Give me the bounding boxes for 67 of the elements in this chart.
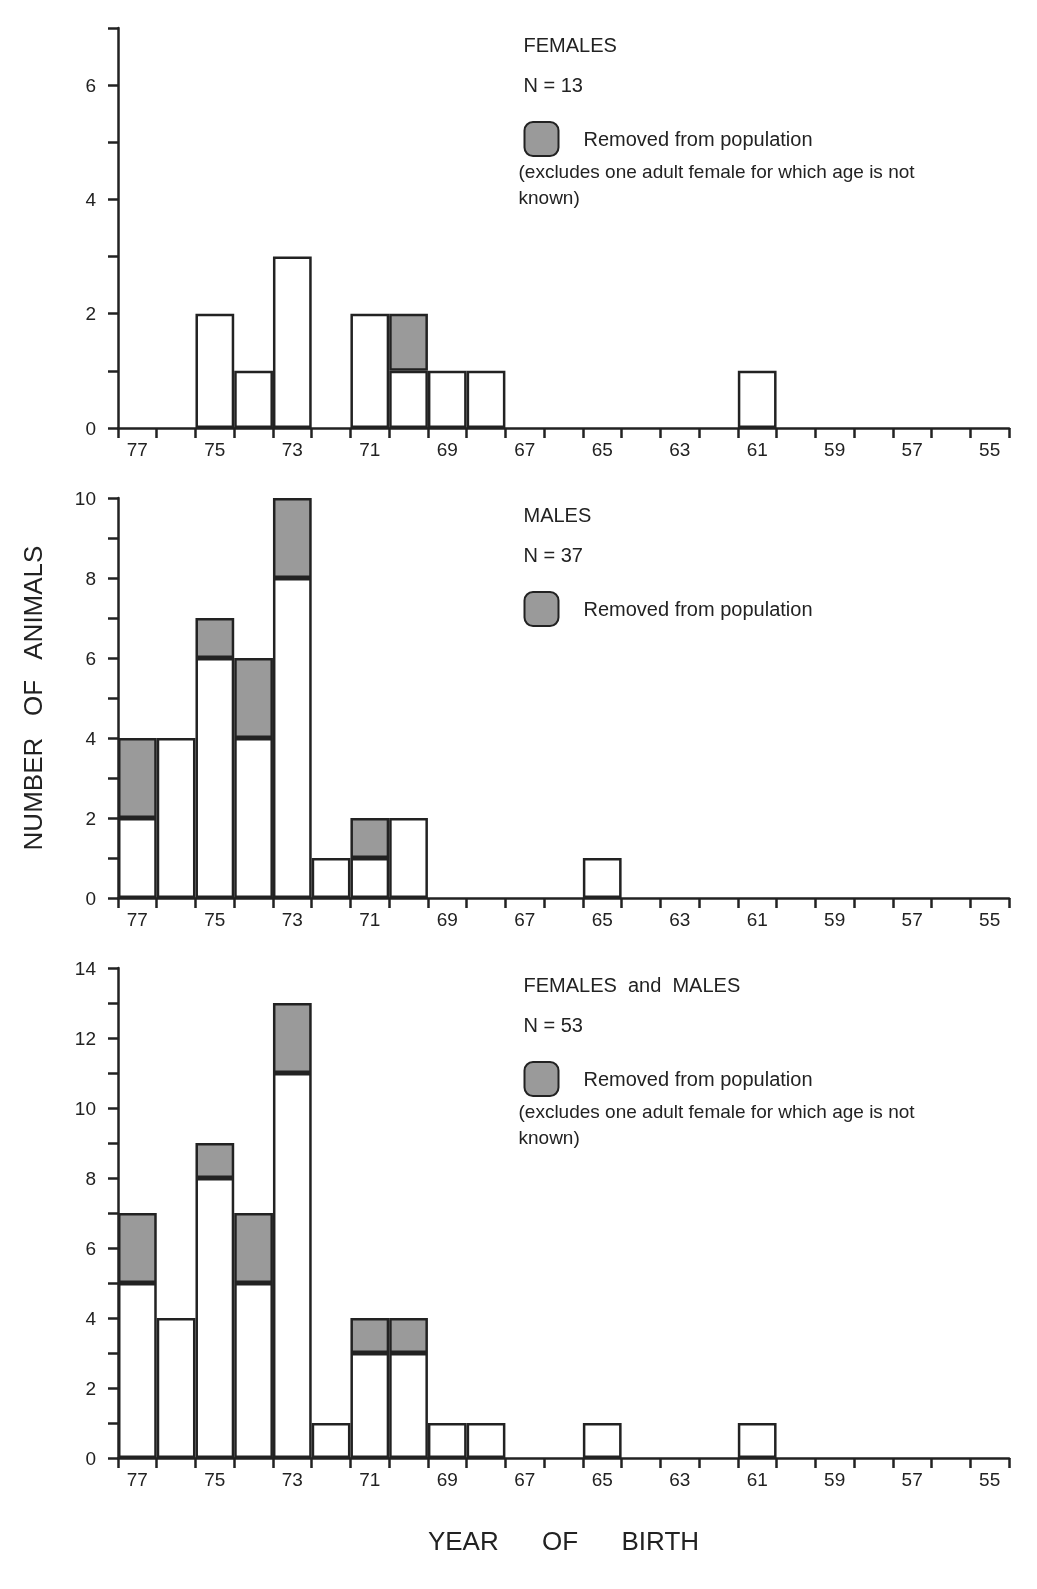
x-tick-label: 75 bbox=[204, 1469, 226, 1490]
y-tick-label: 4 bbox=[85, 188, 97, 210]
legend-label: Removed from population bbox=[583, 128, 813, 150]
x-tick-label: 77 bbox=[126, 1469, 148, 1490]
x-tick-label: 67 bbox=[514, 439, 536, 460]
text: N = 13 bbox=[523, 74, 583, 96]
x-tick-label: 77 bbox=[126, 439, 148, 460]
annotation: (excludes one adult female for which age is not known) bbox=[518, 1100, 920, 1148]
x-tick-label: 59 bbox=[824, 909, 846, 930]
x-tick-label: 59 bbox=[824, 439, 846, 460]
y-tick-label: 0 bbox=[85, 417, 96, 439]
y-tick-label: 10 bbox=[74, 1097, 96, 1119]
chart-title: FEMALES bbox=[523, 34, 617, 56]
x-tick-label: 75 bbox=[204, 909, 226, 930]
x-tick-label: 75 bbox=[204, 439, 226, 460]
y-tick-label: 2 bbox=[85, 303, 96, 325]
x-tick-label: 55 bbox=[979, 439, 1001, 460]
x-tick-label: 55 bbox=[979, 909, 1001, 930]
x-tick-label: 57 bbox=[901, 1469, 923, 1490]
chart-title: FEMALES and MALES bbox=[523, 974, 741, 996]
x-tick-label: 73 bbox=[281, 909, 303, 930]
x-tick-label: 55 bbox=[979, 1469, 1001, 1490]
x-tick-label: 73 bbox=[281, 1469, 303, 1490]
x-tick-label: 77 bbox=[126, 909, 148, 930]
x-tick-label: 61 bbox=[746, 1469, 768, 1490]
y-tick-label: 14 bbox=[74, 957, 97, 979]
x-tick-label: 61 bbox=[746, 439, 768, 460]
x-tick-label: 65 bbox=[591, 439, 613, 460]
y-axis-title: NUMBER OF ANIMALS bbox=[18, 545, 48, 851]
text: N = 53 bbox=[523, 1014, 583, 1036]
y-tick-label: 6 bbox=[85, 1237, 96, 1259]
y-tick-label: 0 bbox=[85, 1447, 96, 1469]
x-tick-label: 61 bbox=[746, 909, 768, 930]
annotation: (excludes one adult female for which age is not known) bbox=[518, 160, 920, 208]
x-tick-label: 69 bbox=[436, 1469, 458, 1490]
x-tick-label: 65 bbox=[591, 909, 613, 930]
x-tick-label: 63 bbox=[669, 1469, 691, 1490]
y-tick-label: 2 bbox=[85, 807, 96, 829]
x-tick-label: 59 bbox=[824, 1469, 846, 1490]
x-tick-label: 63 bbox=[669, 909, 691, 930]
y-tick-label: 10 bbox=[74, 487, 96, 509]
y-tick-label: 4 bbox=[85, 1307, 97, 1329]
x-tick-label: 67 bbox=[514, 1469, 536, 1490]
x-tick-label: 65 bbox=[591, 1469, 613, 1490]
x-tick-label: 69 bbox=[436, 909, 458, 930]
x-tick-label: 57 bbox=[901, 909, 923, 930]
x-tick-label: 71 bbox=[359, 439, 381, 460]
y-tick-label: 6 bbox=[85, 74, 96, 96]
y-tick-label: 0 bbox=[85, 887, 96, 909]
x-tick-label: 57 bbox=[901, 439, 923, 460]
x-tick-label: 73 bbox=[281, 439, 303, 460]
x-tick-label: 63 bbox=[669, 439, 691, 460]
x-tick-label: 71 bbox=[359, 909, 381, 930]
text: N = 37 bbox=[523, 544, 583, 566]
x-axis-title: YEAR OF BIRTH bbox=[427, 1526, 700, 1556]
legend-label: Removed from population bbox=[583, 1068, 813, 1090]
y-tick-label: 2 bbox=[85, 1377, 96, 1399]
chart-title: MALES bbox=[523, 504, 592, 526]
y-tick-label: 12 bbox=[74, 1027, 96, 1049]
x-tick-label: 71 bbox=[359, 1469, 381, 1490]
y-tick-label: 6 bbox=[85, 647, 96, 669]
y-tick-label: 8 bbox=[85, 567, 96, 589]
legend-label: Removed from population bbox=[583, 598, 813, 620]
x-tick-label: 69 bbox=[436, 439, 458, 460]
y-tick-label: 8 bbox=[85, 1167, 96, 1189]
y-tick-label: 4 bbox=[85, 727, 97, 749]
x-tick-label: 67 bbox=[514, 909, 536, 930]
